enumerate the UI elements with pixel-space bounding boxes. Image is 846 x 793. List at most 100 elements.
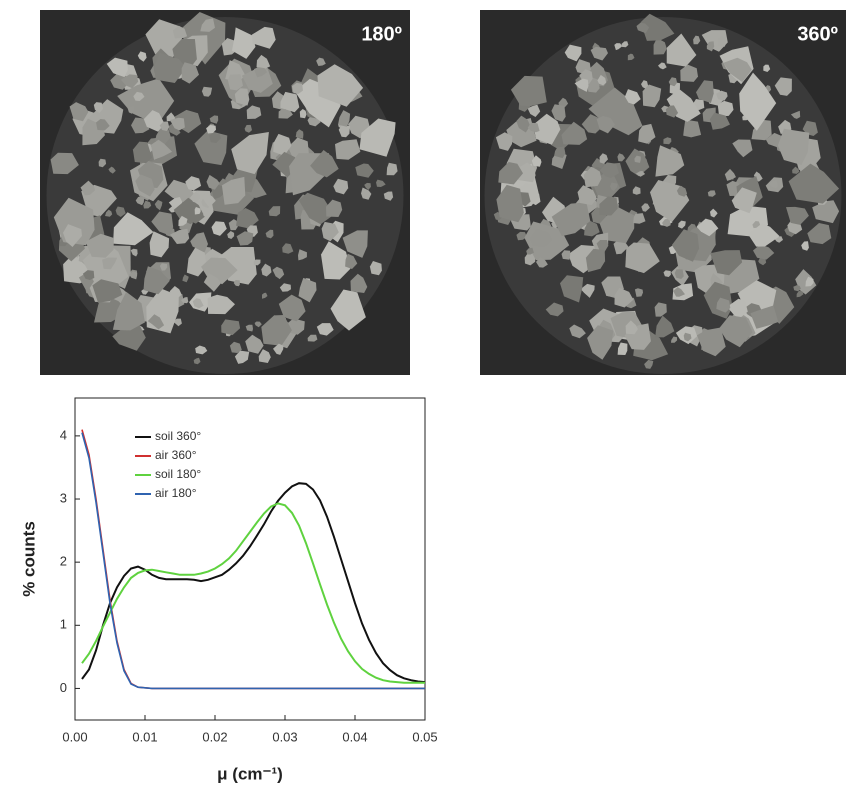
grain xyxy=(709,112,730,130)
grain xyxy=(663,270,671,277)
grain xyxy=(236,208,259,229)
grain xyxy=(719,315,753,348)
grain xyxy=(790,110,801,119)
grain xyxy=(221,176,246,205)
grain xyxy=(693,35,701,45)
grain xyxy=(298,249,307,261)
legend-label: air 360° xyxy=(155,448,197,462)
grain xyxy=(531,155,542,167)
grain xyxy=(665,105,679,118)
grain xyxy=(282,243,294,254)
grain xyxy=(181,297,189,304)
grain xyxy=(261,263,272,277)
grain xyxy=(697,327,726,357)
grain xyxy=(143,266,170,295)
grain xyxy=(597,74,607,86)
grain xyxy=(658,62,667,70)
grain xyxy=(310,150,339,178)
grain xyxy=(617,342,628,355)
grain xyxy=(788,163,840,204)
grain xyxy=(527,104,541,117)
grain xyxy=(516,115,531,133)
grain xyxy=(496,184,524,223)
grain xyxy=(613,238,629,255)
grain xyxy=(169,117,185,131)
grain xyxy=(201,86,213,97)
grain xyxy=(280,91,300,113)
grain xyxy=(298,192,334,225)
grain xyxy=(533,113,561,145)
grain xyxy=(110,73,128,90)
grain xyxy=(732,139,753,158)
grain xyxy=(209,115,219,124)
grain xyxy=(92,279,123,303)
y-tick-label: 3 xyxy=(60,490,67,505)
grain xyxy=(674,269,684,279)
grain xyxy=(625,320,638,335)
grain xyxy=(164,179,194,205)
grain xyxy=(614,287,634,308)
grain xyxy=(273,343,284,355)
grain xyxy=(678,220,686,229)
grain xyxy=(253,67,268,78)
grain xyxy=(774,77,792,96)
grain xyxy=(245,324,253,332)
grain xyxy=(258,349,271,363)
grain xyxy=(168,123,181,136)
grain xyxy=(186,247,207,277)
grain xyxy=(668,77,678,87)
grain xyxy=(221,319,241,336)
grain xyxy=(209,132,221,143)
grain xyxy=(150,139,173,160)
grain xyxy=(748,223,780,247)
grain xyxy=(117,78,175,125)
grain xyxy=(644,359,654,369)
grain xyxy=(551,202,591,237)
grain xyxy=(316,323,334,336)
grain xyxy=(228,219,238,231)
grain xyxy=(98,158,107,168)
grain xyxy=(376,179,386,187)
legend-label: soil 180° xyxy=(155,467,201,481)
grain xyxy=(181,62,199,84)
grain xyxy=(599,162,620,179)
grain xyxy=(227,74,243,91)
grain xyxy=(526,247,534,255)
grain xyxy=(536,257,548,268)
grain xyxy=(624,89,641,105)
grain xyxy=(82,270,95,280)
grain xyxy=(599,196,618,216)
grain xyxy=(653,38,667,55)
grain xyxy=(707,190,716,197)
grain xyxy=(338,110,351,127)
grain xyxy=(801,241,809,251)
grain xyxy=(102,257,118,270)
grain xyxy=(298,277,317,303)
grain xyxy=(333,178,349,195)
grain xyxy=(610,182,618,191)
x-tick-label: 0.04 xyxy=(342,729,367,744)
grain xyxy=(716,90,728,101)
grain xyxy=(345,253,358,269)
series-line xyxy=(81,502,425,684)
grain xyxy=(129,271,138,280)
grain xyxy=(802,120,818,136)
grain xyxy=(683,332,692,342)
grain xyxy=(147,314,165,330)
grain xyxy=(262,292,268,299)
grain xyxy=(120,74,139,89)
x-tick-label: 0.02 xyxy=(202,729,227,744)
grain xyxy=(135,174,155,197)
grain xyxy=(545,302,564,317)
grain xyxy=(717,100,734,117)
grain xyxy=(717,36,727,47)
grain xyxy=(558,97,569,108)
grain xyxy=(739,72,777,131)
grain xyxy=(108,166,116,174)
grain xyxy=(663,137,672,145)
grain xyxy=(359,118,396,157)
grain xyxy=(149,231,170,258)
grain xyxy=(193,357,201,365)
grain xyxy=(753,244,775,260)
grain xyxy=(634,155,641,163)
